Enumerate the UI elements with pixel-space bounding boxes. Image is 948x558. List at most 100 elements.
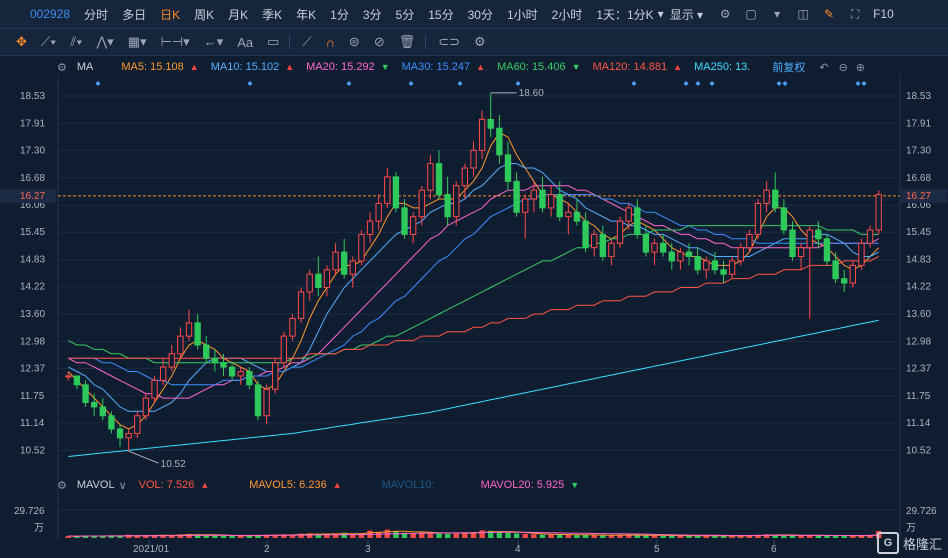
volume-bar — [82, 535, 89, 538]
hide-icon[interactable]: ⊘ — [373, 34, 385, 49]
volume-bar — [513, 533, 520, 538]
line-tool-icon[interactable]: ⟋▾ — [40, 34, 57, 49]
ma-item-value: 15.247 — [436, 61, 471, 73]
fib-tool-icon[interactable]: ▦▾ — [127, 34, 147, 49]
volume-bar — [324, 534, 330, 538]
layout-icon[interactable]: ▢ — [745, 7, 757, 21]
volume-bar — [350, 533, 356, 538]
ma-legend: ⚙ MA MA5: 15.108 ▲ MA10: 15.102 ▲ MA20: 15.2… — [0, 58, 948, 76]
period-tab[interactable]: 30分 — [467, 7, 493, 22]
volume-bar — [470, 531, 477, 538]
ma-item-name: MA120 — [592, 61, 628, 73]
vol-item-name: MAVOL20 — [480, 479, 531, 491]
volume-bar — [169, 535, 175, 538]
period-tab[interactable]: 季K — [262, 7, 283, 22]
period-tab[interactable]: 日K — [160, 7, 181, 22]
candle-body — [599, 233, 606, 258]
period-tab[interactable]: 多日 — [122, 7, 147, 22]
price-level-label-right: 16.68 — [906, 173, 931, 184]
price-level-label-right: 10.52 — [906, 445, 931, 456]
undo-icon[interactable]: ↶ — [819, 61, 829, 74]
volume-bar — [824, 535, 830, 538]
candle-body — [435, 163, 443, 196]
layout-dropdown-icon[interactable]: ▾ — [774, 7, 781, 21]
period-tab[interactable]: 5分 — [395, 7, 415, 22]
period-tab[interactable]: 15分 — [428, 7, 454, 22]
volume-bar — [694, 535, 701, 538]
ma-item-name: MA30 — [401, 61, 431, 73]
low-price-label: 10.52 — [161, 459, 186, 470]
candle-body — [134, 415, 141, 434]
period-tab[interactable]: 1天：1分K — [596, 7, 654, 22]
candle-body — [272, 362, 279, 390]
logo-icon: G — [876, 532, 899, 554]
display-menu[interactable]: 显示 ▾ — [669, 7, 704, 22]
volume-bar — [298, 533, 304, 538]
lock-icon[interactable]: ⊜ — [348, 34, 360, 49]
vol-item: MAVOL20: 5.925 — [480, 479, 565, 491]
period-tab[interactable]: 月K — [228, 7, 249, 22]
note-tool-icon[interactable]: ▭ — [267, 34, 280, 49]
wave-tool-icon[interactable]: ⋀▾ — [96, 34, 114, 49]
magnet-icon[interactable]: ∩ — [325, 34, 335, 50]
period-tab[interactable]: 2小时 — [551, 7, 583, 22]
candle-body — [539, 189, 546, 209]
draw-settings-icon[interactable]: ⚙ — [474, 34, 486, 49]
volume-bar — [401, 532, 408, 538]
volume-bar — [488, 530, 494, 538]
adjust-mode[interactable]: 前复权 — [772, 62, 806, 74]
channel-tool-icon[interactable]: ⫽▾ — [70, 34, 83, 49]
period-tab[interactable]: 1分 — [330, 7, 349, 22]
volume-bar — [74, 536, 80, 538]
period-tab[interactable]: 分时 — [84, 7, 109, 22]
candle-body — [315, 273, 322, 288]
camera-icon[interactable]: ◫ — [797, 7, 809, 21]
ruler-icon[interactable]: ⟋ — [302, 34, 312, 49]
volume-bar — [186, 534, 192, 538]
event-marker-icon — [457, 81, 463, 86]
candle-body — [211, 357, 219, 364]
period-dropdown-icon[interactable]: ▾ — [657, 7, 664, 21]
volume-legend: ⚙ MAVOL ∨ VOL: 7.526 ▲ MAVOL5: 6.236 ▲ MAVOL… — [0, 476, 948, 494]
minus-icon[interactable]: ⊖ — [838, 61, 848, 74]
vol-dropdown-icon[interactable]: ∨ — [118, 479, 127, 492]
measure-tool-icon[interactable]: ⊢⊣▾ — [160, 34, 190, 49]
volume-bar — [669, 535, 675, 538]
trash-icon[interactable]: 🗑 — [398, 34, 416, 49]
candle-body — [642, 233, 650, 253]
candle-body — [203, 344, 210, 359]
f10-button[interactable]: F10 — [873, 7, 894, 21]
stock-code[interactable]: 002928 — [30, 7, 71, 21]
link-icon[interactable]: ⊂⊃ — [438, 34, 461, 49]
price-level-label-left: 14.22 — [20, 282, 45, 293]
candle-body — [91, 401, 98, 408]
logo-text: 格隆汇 — [902, 536, 942, 552]
volume-bar — [548, 534, 554, 538]
ma-item: MA60: 15.406 — [497, 61, 566, 73]
period-tab[interactable]: 年K — [296, 7, 317, 22]
period-tab[interactable]: 1小时 — [506, 7, 538, 22]
text-tool-icon[interactable]: Aa — [237, 34, 254, 50]
volume-bar — [427, 531, 434, 538]
price-level-label-right: 15.45 — [906, 227, 931, 238]
fullscreen-icon[interactable]: ⛶ — [850, 6, 860, 21]
period-tab[interactable]: 周K — [194, 7, 215, 22]
pencil-icon[interactable]: ✎ — [824, 7, 835, 21]
vol-max-label-left: 29.726 — [14, 506, 45, 517]
period-tab[interactable]: 3分 — [362, 7, 382, 22]
vol-settings-icon[interactable]: ⚙ — [57, 479, 67, 492]
ma-settings-icon[interactable]: ⚙ — [57, 61, 67, 74]
candle-body — [254, 384, 262, 417]
settings-icon[interactable]: ⚙ — [719, 7, 731, 21]
volume-bar — [436, 533, 442, 538]
candle-body — [108, 415, 115, 430]
volume-bar — [117, 536, 123, 538]
arrow-tool-icon[interactable]: ←▾ — [203, 34, 224, 49]
plus-icon[interactable]: ⊕ — [855, 61, 866, 74]
volume-bar — [177, 534, 184, 538]
high-price-label: 18.60 — [519, 88, 544, 99]
candle-body — [780, 207, 788, 231]
toolbar-divider — [289, 35, 291, 49]
crosshair-icon[interactable]: ✥ — [16, 34, 27, 49]
